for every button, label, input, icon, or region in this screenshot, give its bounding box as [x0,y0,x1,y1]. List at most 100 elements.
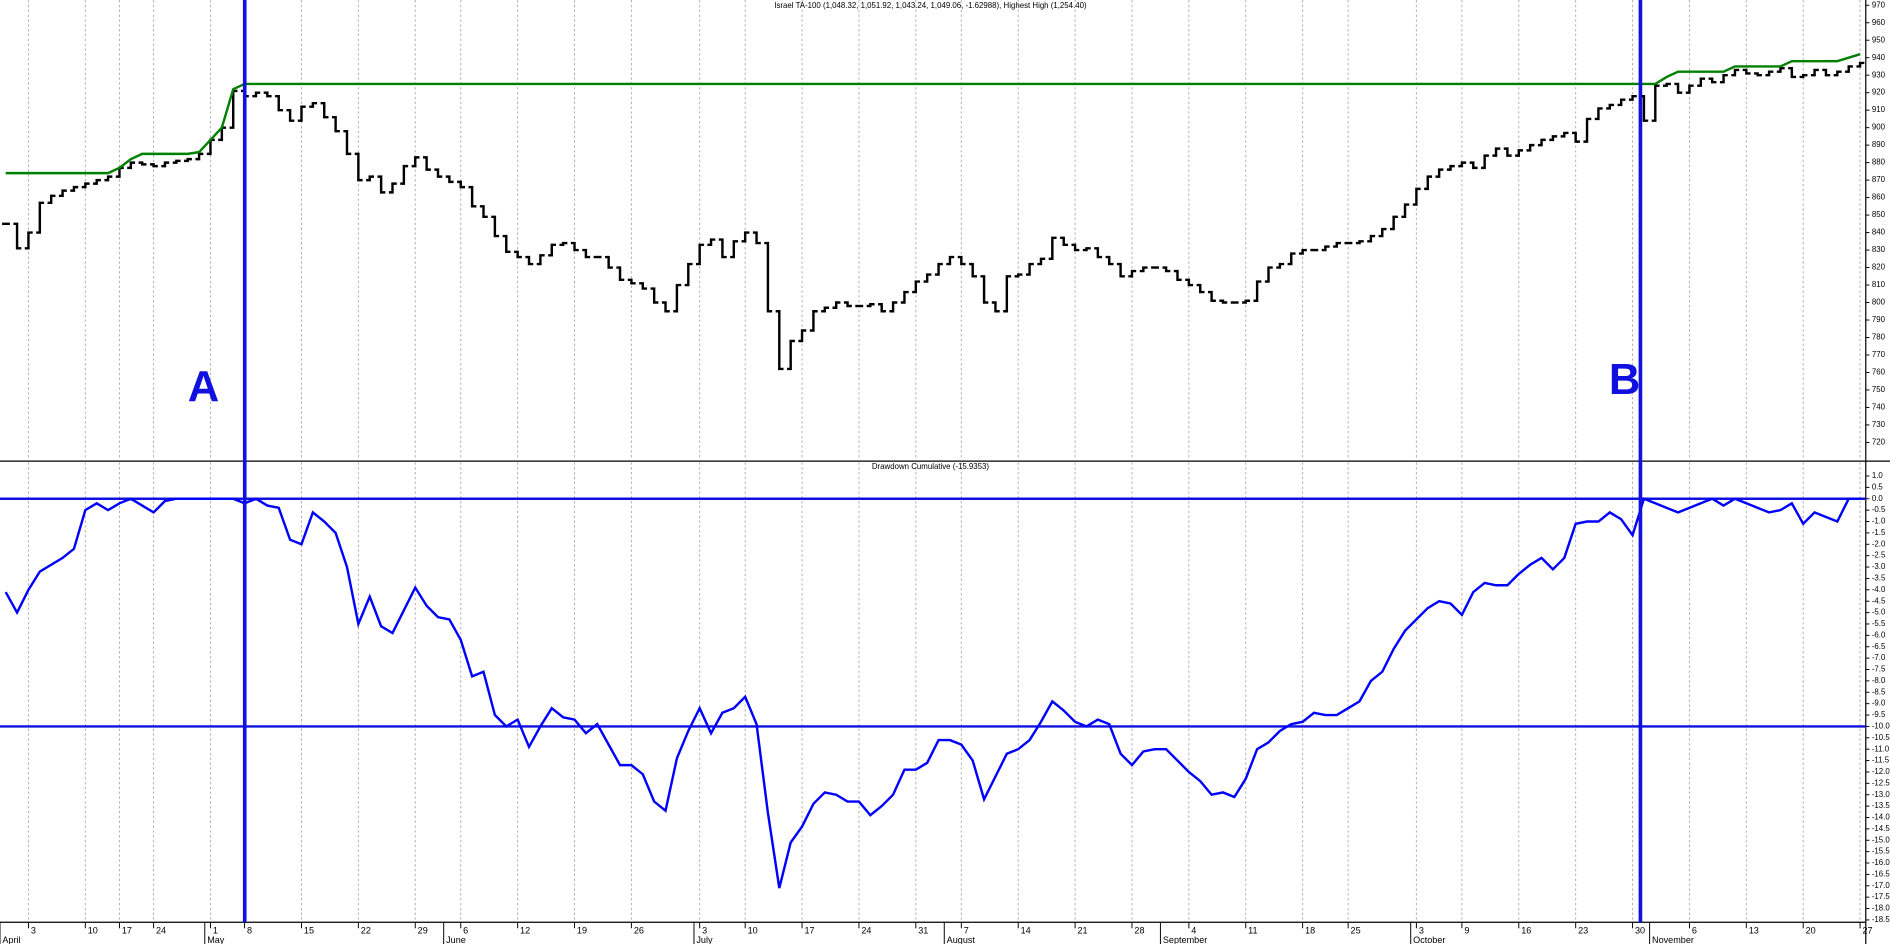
price-bar [969,262,977,278]
x-tick-label: 9 [1464,926,1469,936]
price-bar [764,241,773,313]
y-tick-label: -1.5 [1872,528,1886,537]
y-tick-label: -12.5 [1872,778,1890,787]
price-bar [730,240,739,259]
price-bar [1856,61,1865,68]
price-bar [684,262,693,287]
price-bar [1037,257,1046,266]
x-tick-label: 21 [1078,926,1088,936]
x-tick-label: 10 [748,926,758,936]
price-bar [798,329,807,343]
x-tick-label: 15 [304,926,314,936]
month-label: April [2,935,20,944]
price-bar [1253,280,1262,302]
price-bar [457,180,465,189]
y-tick-label: 930 [1872,70,1886,79]
price-bar [13,222,22,250]
y-tick-label: -17.5 [1872,892,1890,901]
x-tick-label: 12 [520,926,530,936]
price-bar [1719,73,1728,84]
x-tick-label: 30 [1635,926,1645,936]
panel-title: Israel TA-100 (1,048.32, 1,051.92, 1,043… [774,1,1087,10]
y-tick-label: -7.0 [1872,653,1886,662]
price-bar [263,91,272,98]
x-tick-label: 6 [1692,926,1697,936]
price-bar [70,185,79,192]
price-bar [1765,70,1774,77]
price-bar [991,301,1000,313]
y-tick-label: 860 [1872,193,1886,202]
price-bar [1537,138,1546,147]
x-tick-label: 17 [122,926,132,936]
price-bar [1173,269,1182,281]
price-bar [514,250,522,259]
y-tick-label: 800 [1872,298,1886,307]
price-bar [1776,66,1785,73]
price-bar [400,164,409,185]
price-bar [1025,262,1034,276]
price-bar [1697,77,1706,87]
price-bar [650,287,659,304]
y-tick-label: -6.5 [1872,642,1886,651]
y-tick-label: -0.5 [1872,505,1886,514]
price-bar [502,234,511,254]
y-tick-label: -15.5 [1872,847,1890,856]
price-bar [1617,98,1626,107]
price-bar [1560,131,1569,138]
price-bar [1845,65,1853,73]
price-bar [1731,68,1740,77]
price-bar [1822,68,1831,77]
price-bar [81,182,90,189]
x-tick-label: 1 [213,926,218,936]
price-bar [36,201,45,234]
month-label: September [1163,935,1207,944]
month-label: August [947,935,976,944]
series-line [4,497,1861,889]
price-bar [1788,66,1797,79]
price-bar [104,175,113,182]
price-bar [195,152,204,161]
y-tick-label: 870 [1872,175,1886,184]
price-bar [1481,154,1489,170]
price-bar [1185,278,1194,287]
y-tick-label: 880 [1872,158,1886,167]
x-tick-label: 18 [1305,926,1315,936]
price-bar [1196,283,1205,294]
y-tick-label: -13.5 [1872,801,1890,810]
price-bar [1674,82,1683,94]
price-bar [218,126,227,142]
y-tick-label: -1.0 [1872,517,1886,526]
price-bar [718,238,727,259]
y-tick-label: 1.0 [1872,471,1884,480]
y-tick-label: -16.0 [1872,858,1890,867]
price-bar [559,241,568,247]
price-bar [1367,234,1376,243]
price-bar [809,310,818,332]
y-tick-label: 890 [1872,140,1886,149]
y-tick-label: -5.5 [1872,619,1886,628]
y-tick-label: 910 [1872,105,1886,114]
x-tick-label: 23 [1578,926,1588,936]
price-bar [605,255,613,269]
price-bar [1105,255,1114,266]
price-bar [1492,147,1501,157]
y-tick-label: -4.5 [1872,596,1886,605]
y-tick-label: -9.0 [1872,699,1886,708]
price-bar [115,166,124,178]
price-bar [377,175,386,194]
price-bar [1162,266,1171,273]
price-bar [1583,117,1592,143]
y-tick-label: 920 [1872,88,1886,97]
price-bar [1128,269,1137,278]
price-bar [252,91,261,98]
y-tick-label: 720 [1872,437,1886,446]
price-bar [889,301,898,313]
price-bar [752,231,761,245]
price-bar [445,175,454,184]
price-bar [1219,299,1228,304]
y-tick-label: 760 [1872,368,1886,377]
y-tick-label: -15.0 [1872,835,1890,844]
price-bar [1810,68,1819,77]
price-bar [1298,248,1307,255]
price-bar [1628,94,1637,101]
